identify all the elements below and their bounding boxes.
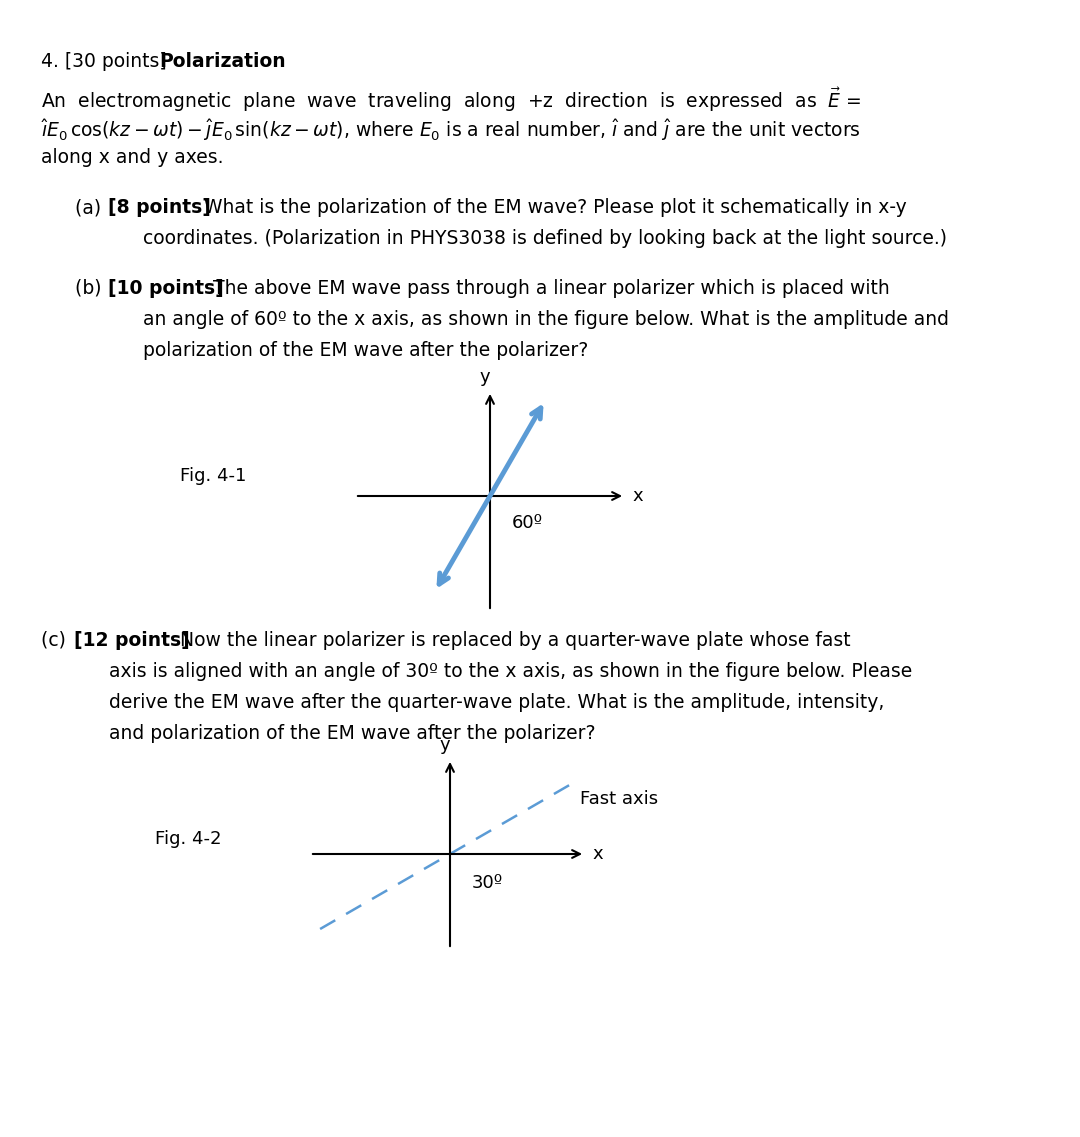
Text: x: x <box>592 845 603 863</box>
Text: 30º: 30º <box>472 874 503 893</box>
Text: Fig. 4-2: Fig. 4-2 <box>156 830 221 848</box>
Text: (b): (b) <box>75 279 108 298</box>
Text: Polarization: Polarization <box>159 52 286 70</box>
Text: an angle of 60º to the x axis, as shown in the figure below. What is the amplitu: an angle of 60º to the x axis, as shown … <box>143 310 949 329</box>
Text: y: y <box>440 736 450 754</box>
Text: The above EM wave pass through a linear polarizer which is placed with: The above EM wave pass through a linear … <box>207 279 890 298</box>
Text: $\hat{\imath}E_0\,\cos(kz-\omega t)-\hat{\jmath}E_0\,\sin(kz-\omega t)$, where $: $\hat{\imath}E_0\,\cos(kz-\omega t)-\hat… <box>41 117 861 143</box>
Text: 4. [30 points]: 4. [30 points] <box>41 52 173 70</box>
Text: polarization of the EM wave after the polarizer?: polarization of the EM wave after the po… <box>143 341 589 360</box>
Text: [8 points]: [8 points] <box>108 198 211 217</box>
Text: and polarization of the EM wave after the polarizer?: and polarization of the EM wave after th… <box>109 724 595 742</box>
Text: 60º: 60º <box>512 514 543 532</box>
Text: [10 points]: [10 points] <box>108 279 224 298</box>
Text: Fast axis: Fast axis <box>580 790 658 808</box>
Text: What is the polarization of the EM wave? Please plot it schematically in x-y: What is the polarization of the EM wave?… <box>198 198 907 217</box>
Text: along x and y axes.: along x and y axes. <box>41 148 224 167</box>
Text: derive the EM wave after the quarter-wave plate. What is the amplitude, intensit: derive the EM wave after the quarter-wav… <box>109 692 885 712</box>
Text: coordinates. (Polarization in PHYS3038 is defined by looking back at the light s: coordinates. (Polarization in PHYS3038 i… <box>143 229 947 248</box>
Text: [12 points]: [12 points] <box>75 631 190 650</box>
Text: Fig. 4-1: Fig. 4-1 <box>180 467 246 485</box>
Text: An  electromagnetic  plane  wave  traveling  along  +z  direction  is  expressed: An electromagnetic plane wave traveling … <box>41 86 862 114</box>
Text: x: x <box>632 487 643 505</box>
Text: (c): (c) <box>41 631 72 650</box>
Text: Now the linear polarizer is replaced by a quarter-wave plate whose fast: Now the linear polarizer is replaced by … <box>174 631 851 650</box>
Text: y: y <box>480 368 490 385</box>
Text: axis is aligned with an angle of 30º to the x axis, as shown in the figure below: axis is aligned with an angle of 30º to … <box>109 662 913 681</box>
Text: (a): (a) <box>75 198 107 217</box>
